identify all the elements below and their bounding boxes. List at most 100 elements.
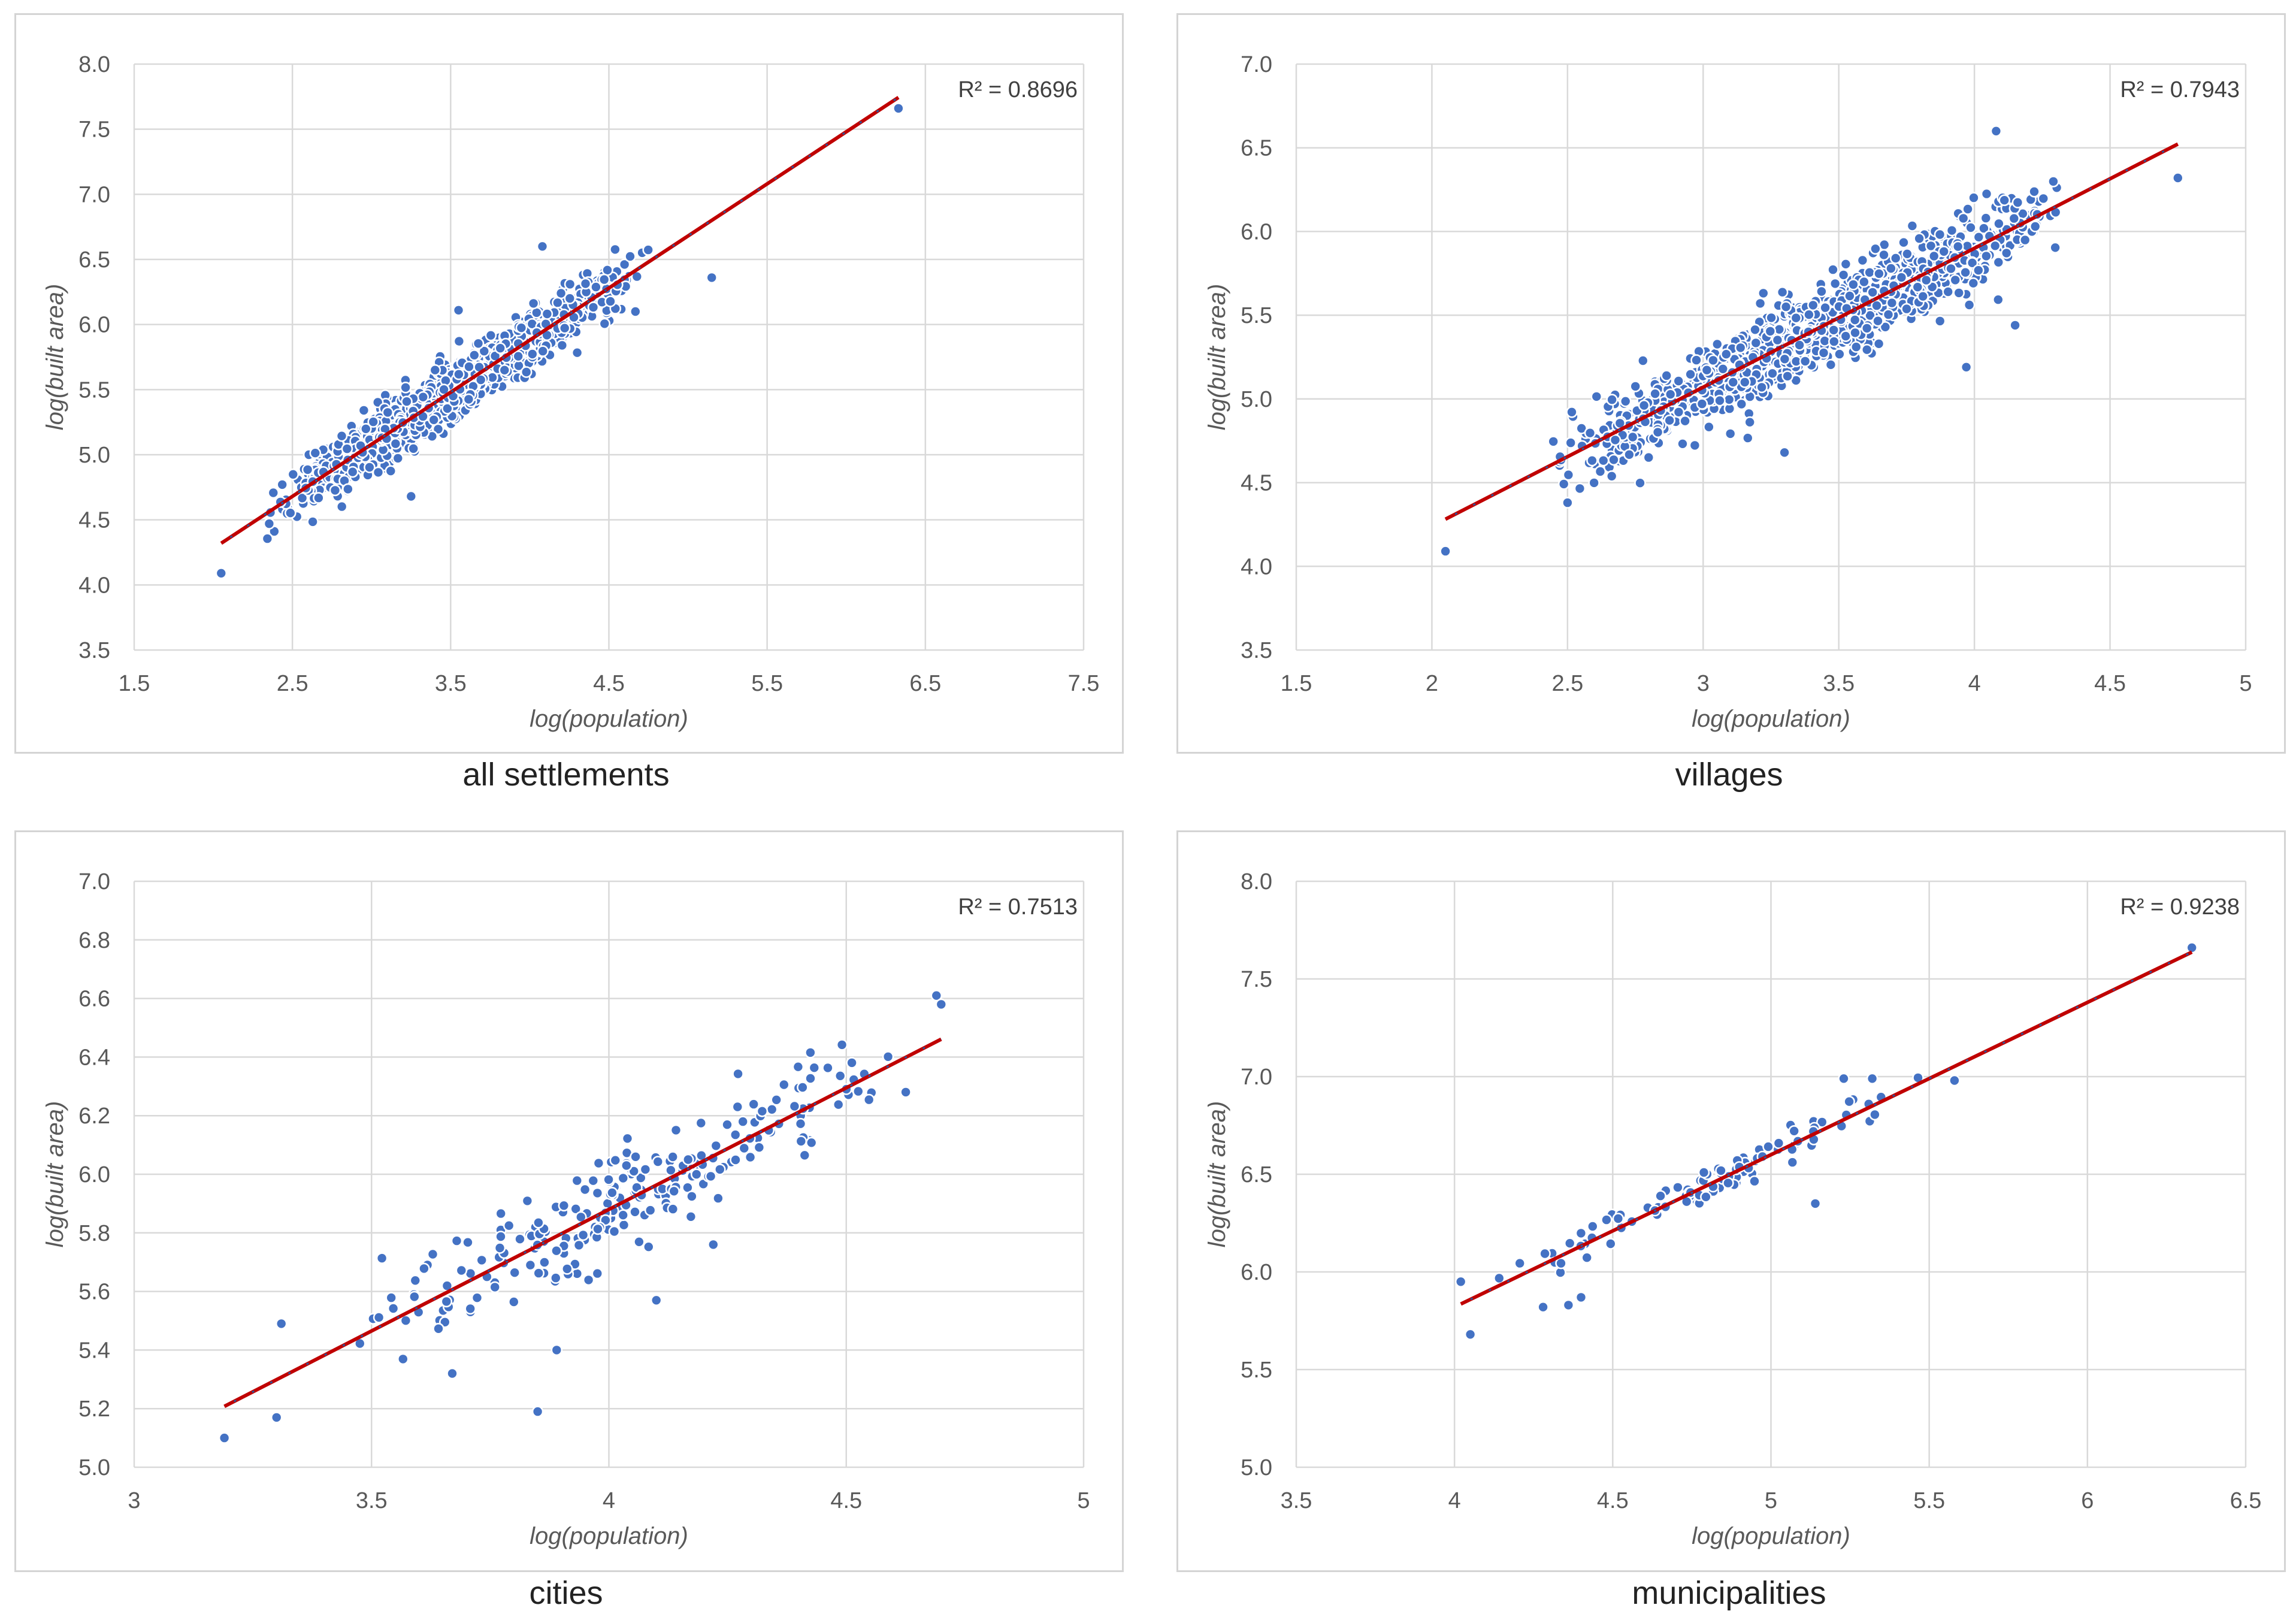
data-point [1895,271,1908,283]
chart-frame: 3.5 4.0 4.5 5.0 5.5 6.0 6.5 7.0 1.5 2 2.5 3 3.5 4 4.5 5… [1176,13,2286,754]
data-point [550,1244,562,1257]
data-point [935,998,948,1011]
x-tick-label: 3 [128,1488,140,1513]
x-tick-label: 5 [2239,671,2252,696]
data-point [1828,336,1840,347]
data-point [462,1236,474,1249]
data-point [364,461,376,473]
data-point [695,1117,707,1129]
chart-caption: municipalities [1632,1575,1826,1611]
data-point [730,1154,742,1166]
data-point [1871,300,1883,312]
data-point [453,368,465,380]
data-point [335,430,348,442]
y-tick-label: 6.0 [78,1162,110,1187]
data-point [852,1085,864,1098]
data-point [1866,1072,1878,1085]
data-point [639,1163,652,1175]
data-point [1606,394,1618,406]
data-point [2009,319,2021,331]
trendline-dashes [220,96,899,545]
data-point [1609,434,1622,446]
data-point [561,1263,573,1275]
data-point [621,1132,634,1145]
x-tick-label: 3.5 [1281,1488,1312,1513]
data-point [1764,325,1777,337]
data-point [573,1239,585,1252]
data-point [1636,355,1649,367]
data-point [1917,290,1929,303]
data-point [1720,348,1732,361]
data-point [1942,286,1954,298]
data-point [1689,439,1701,452]
data-point [478,345,491,357]
data-point [756,1105,769,1117]
data-point [1990,125,2002,137]
data-point [1734,341,1747,354]
scatter-points [215,102,905,579]
x-tick-label: 1.5 [119,671,150,696]
data-point [603,1174,615,1186]
data-point [1714,394,1726,407]
data-point [704,1170,717,1183]
data-point [1847,279,1859,291]
data-point [1638,399,1650,412]
data-point [1575,1291,1587,1304]
data-point [2186,942,2198,954]
data-point [863,1093,875,1106]
data-point [346,466,359,478]
x-tick-label: 5.5 [751,671,783,696]
data-point [440,1295,453,1308]
data-point [539,1256,550,1268]
data-point [524,1259,537,1271]
data-point [667,1203,679,1215]
data-point [1660,370,1673,382]
data-point [882,1050,894,1063]
y-tick-label: 3.5 [78,638,110,663]
data-point [468,349,480,361]
scatter-points [218,989,948,1444]
trendline [1444,142,2179,521]
chart-frame: 5.0 5.5 6.0 6.5 7.0 7.5 8.0 3.5 4 4.5 5 5.5 6 6.5 log(… [1176,830,2286,1572]
data-point [732,1068,744,1080]
x-tick-label: 4.5 [2094,671,2126,696]
data-point [686,1190,698,1202]
chart-frame: 3.5 4.0 4.5 5.0 5.5 6.0 6.5 7.0 7.5 8.0 1.5 2.5 3.5 4… [14,13,1124,754]
data-point [721,1119,733,1131]
data-point [1993,217,2005,230]
data-point [1873,337,1885,350]
r-squared-label: R² = 0.8696 [958,77,1078,102]
data-point [670,1124,682,1137]
x-tick-label: 1.5 [1281,671,1312,696]
data-point [1959,266,1971,279]
data-point [1992,294,2004,306]
data-point [1838,1072,1850,1085]
data-point [846,1057,858,1069]
y-tick-label: 6.2 [78,1104,110,1129]
data-point [405,490,418,503]
data-point [558,1199,570,1212]
data-point [401,395,413,408]
data-point [1934,228,1946,241]
data-point [1938,245,1950,258]
x-tick-label: 6.5 [909,671,941,696]
data-point [1588,477,1601,489]
data-point [707,1238,719,1251]
y-tick-label: 8.0 [78,52,110,77]
y-tick-label: 4.0 [78,573,110,598]
data-point [1949,1074,1961,1087]
data-point [313,492,325,504]
data-point [1563,1237,1576,1250]
data-point [630,306,642,318]
data-point [263,518,276,530]
data-point [1586,1220,1599,1232]
scatter-points [1439,125,2184,557]
data-point [507,1296,520,1308]
x-tick-label: 3 [1697,671,1710,696]
panel-cities: 5.0 5.2 5.4 5.6 5.8 6.0 6.2 6.4 6.6 6.8 7.0 3 3.5 4 4.… [0,814,1132,1623]
data-point [392,452,404,464]
data-point [1913,232,1925,244]
y-tick-label: 6.5 [78,247,110,273]
data-point [620,1159,633,1172]
data-point [1707,354,1719,367]
